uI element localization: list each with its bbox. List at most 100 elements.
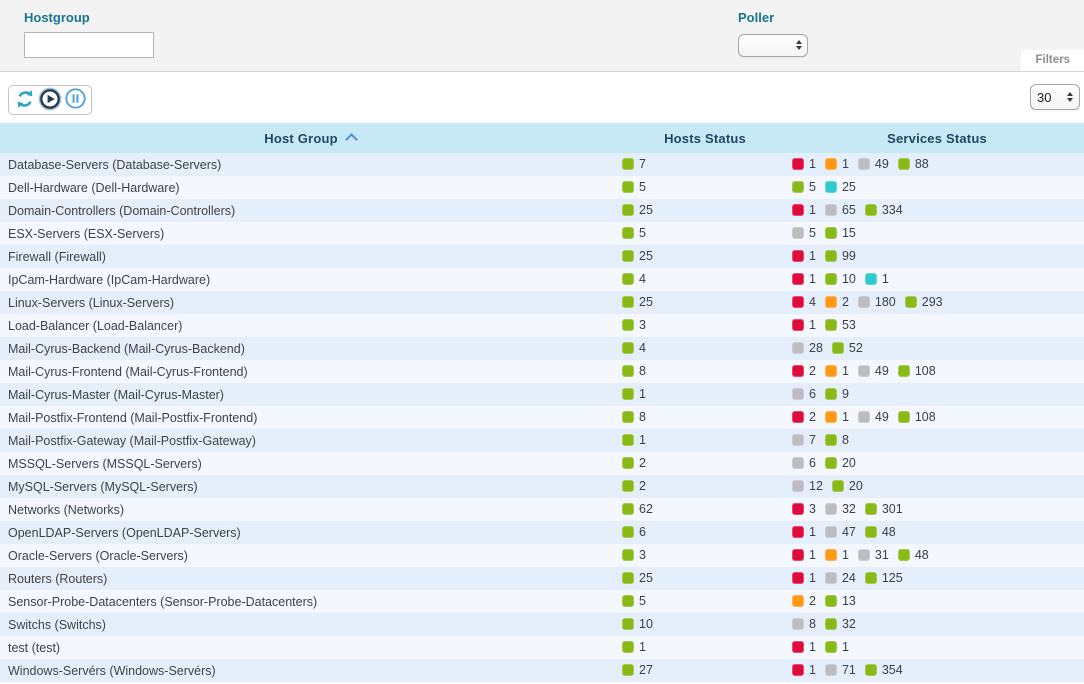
status-up: 2	[622, 456, 646, 470]
hostgroup-name[interactable]: Mail-Postfix-Gateway (Mail-Postfix-Gatew…	[0, 429, 620, 452]
critical-badge-icon	[792, 549, 804, 561]
services-status-cell: 14748	[790, 521, 1084, 544]
services-status-cell: 171354	[790, 659, 1084, 682]
services-status-cell: 620	[790, 452, 1084, 475]
table-row: Mail-Cyrus-Backend (Mail-Cyrus-Backend) 4…	[0, 337, 1084, 360]
table-row: IpCam-Hardware (IpCam-Hardware)41101	[0, 268, 1084, 291]
column-header-services-status[interactable]: Services Status	[790, 123, 1084, 153]
column-header-host-group[interactable]: Host Group	[0, 123, 620, 153]
page-size-value: 30	[1037, 90, 1063, 105]
services-status-cell: 153	[790, 314, 1084, 337]
poller-select[interactable]	[738, 34, 808, 57]
hostgroup-name[interactable]: Windows-Servérs (Windows-Servérs)	[0, 659, 620, 682]
status-pending: 1	[865, 272, 889, 286]
page-size-select[interactable]: 30	[1030, 84, 1080, 110]
status-count: 25	[639, 295, 653, 309]
status-count: 1	[809, 525, 816, 539]
hostgroup-name[interactable]: Load-Balancer (Load-Balancer)	[0, 314, 620, 337]
status-ok: 108	[898, 364, 936, 378]
hostgroup-name[interactable]: Oracle-Servers (Oracle-Servers)	[0, 544, 620, 567]
status-up: 25	[622, 571, 653, 585]
hostgroup-name[interactable]: OpenLDAP-Servers (OpenLDAP-Servers)	[0, 521, 620, 544]
unknown-badge-icon	[825, 526, 837, 538]
table-row: Mail-Cyrus-Frontend (Mail-Cyrus-Frontend…	[0, 360, 1084, 383]
status-count: 1	[809, 663, 816, 677]
up-badge-icon	[622, 526, 634, 538]
up-badge-icon	[622, 250, 634, 262]
hosts-status-cell: 3	[620, 544, 790, 567]
status-up: 25	[622, 203, 653, 217]
hostgroup-name[interactable]: Mail-Cyrus-Frontend (Mail-Cyrus-Frontend…	[0, 360, 620, 383]
hosts-status-cell: 4	[620, 268, 790, 291]
status-ok: 13	[825, 594, 856, 608]
status-ok: 354	[865, 663, 903, 677]
up-badge-icon	[622, 595, 634, 607]
hostgroup-name[interactable]: Switchs (Switchs)	[0, 613, 620, 636]
status-ok: 10	[825, 272, 856, 286]
hostgroup-name[interactable]: test (test)	[0, 636, 620, 659]
ok-badge-icon	[825, 641, 837, 653]
critical-badge-icon	[792, 158, 804, 170]
hostgroup-name[interactable]: MSSQL-Servers (MSSQL-Servers)	[0, 452, 620, 475]
unknown-badge-icon	[858, 549, 870, 561]
refresh-button[interactable]	[13, 88, 37, 112]
status-up: 8	[622, 410, 646, 424]
status-count: 5	[639, 594, 646, 608]
status-count: 25	[842, 180, 856, 194]
ok-badge-icon	[865, 664, 877, 676]
status-unknown: 6	[792, 387, 816, 401]
table-row: Mail-Postfix-Gateway (Mail-Postfix-Gatew…	[0, 429, 1084, 452]
table-row: Domain-Controllers (Domain-Controllers)2…	[0, 199, 1084, 222]
unknown-badge-icon	[858, 296, 870, 308]
pause-icon	[64, 87, 87, 113]
status-count: 88	[915, 157, 929, 171]
critical-badge-icon	[792, 664, 804, 676]
hostgroup-name[interactable]: Dell-Hardware (Dell-Hardware)	[0, 176, 620, 199]
critical-badge-icon	[792, 365, 804, 377]
hostgroup-name[interactable]: Domain-Controllers (Domain-Controllers)	[0, 199, 620, 222]
services-status-cell: 1220	[790, 475, 1084, 498]
hostgroup-name[interactable]: IpCam-Hardware (IpCam-Hardware)	[0, 268, 620, 291]
status-unknown: 12	[792, 479, 823, 493]
services-status-cell: 42180293	[790, 291, 1084, 314]
filters-tab[interactable]: Filters	[1021, 50, 1084, 71]
status-count: 4	[639, 341, 646, 355]
hostgroup-name[interactable]: Mail-Cyrus-Backend (Mail-Cyrus-Backend)	[0, 337, 620, 360]
status-critical: 1	[792, 318, 816, 332]
column-header-hosts-status[interactable]: Hosts Status	[620, 123, 790, 153]
unknown-badge-icon	[792, 618, 804, 630]
unknown-badge-icon	[792, 434, 804, 446]
status-count: 49	[875, 410, 889, 424]
services-status-cell: 165334	[790, 199, 1084, 222]
status-count: 1	[809, 249, 816, 263]
hostgroup-name[interactable]: Linux-Servers (Linux-Servers)	[0, 291, 620, 314]
hostgroup-name[interactable]: Mail-Cyrus-Master (Mail-Cyrus-Master)	[0, 383, 620, 406]
up-badge-icon	[622, 273, 634, 285]
up-badge-icon	[622, 365, 634, 377]
status-count: 1	[809, 571, 816, 585]
play-button[interactable]	[38, 88, 62, 112]
unknown-badge-icon	[825, 572, 837, 584]
pause-button[interactable]	[63, 88, 87, 112]
status-up: 8	[622, 364, 646, 378]
status-count: 2	[809, 594, 816, 608]
hosts-status-cell: 1	[620, 636, 790, 659]
hostgroup-name[interactable]: Routers (Routers)	[0, 567, 620, 590]
hosts-status-cell: 1	[620, 383, 790, 406]
hostgroup-name[interactable]: ESX-Servers (ESX-Servers)	[0, 222, 620, 245]
hostgroup-name[interactable]: Firewall (Firewall)	[0, 245, 620, 268]
status-up: 6	[622, 525, 646, 539]
hostgroup-input[interactable]	[24, 32, 154, 58]
hosts-status-cell: 6	[620, 521, 790, 544]
hostgroup-name[interactable]: MySQL-Servers (MySQL-Servers)	[0, 475, 620, 498]
ok-badge-icon	[865, 526, 877, 538]
hostgroup-name[interactable]: Database-Servers (Database-Servers)	[0, 153, 620, 176]
status-unknown: 65	[825, 203, 856, 217]
up-badge-icon	[622, 503, 634, 515]
warning-badge-icon	[825, 365, 837, 377]
hostgroup-name[interactable]: Networks (Networks)	[0, 498, 620, 521]
warning-badge-icon	[792, 595, 804, 607]
hostgroup-name[interactable]: Mail-Postfix-Frontend (Mail-Postfix-Fron…	[0, 406, 620, 429]
select-stepper-icon	[796, 40, 802, 50]
hostgroup-name[interactable]: Sensor-Probe-Datacenters (Sensor-Probe-D…	[0, 590, 620, 613]
